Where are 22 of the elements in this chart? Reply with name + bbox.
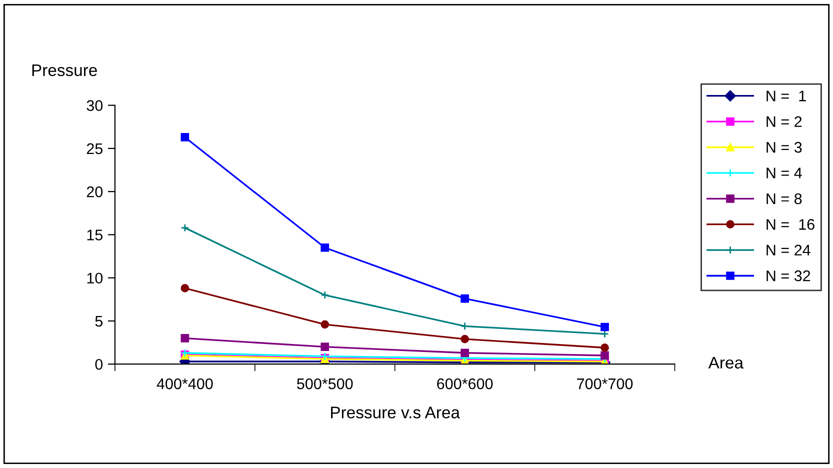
legend-label: N = 32	[766, 270, 810, 282]
x-tick-label: 700*700	[577, 378, 633, 390]
legend-label: N = 8	[766, 193, 802, 204]
y-tick-label: 10	[87, 272, 103, 284]
legend-label: N = 3	[766, 142, 802, 153]
legend-label: N = 16	[766, 219, 814, 230]
x-tick-label: 500*500	[297, 378, 353, 390]
text: Area	[708, 356, 744, 369]
x-tick-label: 600*600	[437, 378, 493, 390]
y-tick-label: 20	[86, 186, 103, 198]
y-tick-label: 15	[87, 230, 103, 240]
y-tick-label: 25	[86, 143, 103, 154]
x-tick-label: 400*400	[156, 378, 213, 390]
y-tick-label: 0	[95, 358, 103, 370]
y-tick-label: 30	[86, 100, 103, 111]
legend-label: N = 4	[766, 168, 802, 178]
legend-label: N = 24	[766, 244, 810, 256]
legend-label: N = 2	[766, 116, 802, 127]
y-tick-label: 5	[95, 316, 103, 327]
y-axis-title: Pressure	[32, 64, 97, 76]
x-axis-title: Pressure v.s Area	[331, 406, 460, 418]
legend-label: N = 1	[766, 90, 806, 102]
